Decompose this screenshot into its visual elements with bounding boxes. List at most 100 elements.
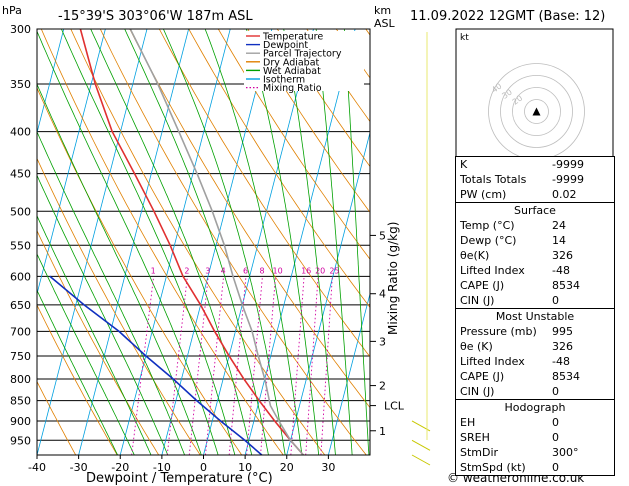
background-grid: 1 2 3 4 6 8 10 16 20 25 [37, 29, 370, 455]
km-tick-label: 2 [379, 380, 386, 393]
dry-adiabat-line [37, 229, 160, 455]
stmspd-label: StmSpd (kt) [460, 461, 526, 474]
mu-thetae-label: θe (K) [460, 340, 493, 353]
dry-adiabat-line [99, 29, 367, 455]
pressure-tick-label: 300 [10, 23, 31, 36]
sreh-label: SREH [460, 431, 490, 444]
table-row: Dewp (°C) 14 [456, 233, 614, 248]
mixing-ratio-line [290, 276, 305, 455]
mixing-ratio-line [320, 276, 333, 455]
surface-cape-value: 8534 [552, 279, 580, 292]
temp-tick-label: 0 [200, 461, 207, 474]
isotherm-line [203, 29, 314, 455]
km-tick-label: 4 [379, 288, 386, 301]
dry-adiabat-line [247, 29, 370, 214]
dry-adiabat-line [188, 29, 370, 309]
pressure-tick-label: 600 [10, 270, 31, 283]
mixing-ratio-line [166, 276, 188, 455]
table-row: Totals Totals -9999 [456, 172, 614, 187]
legend-label: Parcel Trajectory [263, 49, 342, 60]
surface-li-label: Lifted Index [460, 264, 525, 277]
mu-cin-label: CIN (J) [460, 385, 495, 398]
wet-adiabat-line [246, 29, 320, 455]
hodograph-center [535, 110, 538, 113]
pressure-tick-label: 750 [10, 350, 31, 363]
mu-pressure-value: 995 [552, 325, 573, 338]
mixing-ratio-axis-title: Mixing Ratio (g/kg) [386, 222, 400, 335]
km-axis-title: km [374, 4, 391, 17]
hodograph-ring [500, 75, 573, 148]
temp-tick-label: 10 [238, 461, 252, 474]
mu-cin-value: 0 [552, 385, 559, 398]
asl-axis-title: ASL [374, 17, 396, 30]
km-tick-label: 3 [379, 335, 386, 348]
mixing-ratio-line [228, 276, 247, 455]
temp-tick-label: 30 [321, 461, 335, 474]
pressure-tick-label: 900 [10, 415, 31, 428]
temp-tick-label: -20 [111, 461, 129, 474]
surface-dewp-value: 14 [552, 234, 566, 247]
dry-adiabat-line [217, 29, 370, 260]
wet-adiabat-line [343, 29, 370, 455]
mu-cape-label: CAPE (J) [460, 370, 505, 383]
km-tick-label: 5 [379, 229, 386, 242]
pressure-tick-label: 400 [10, 126, 31, 139]
surface-cin-label: CIN (J) [460, 294, 495, 307]
wet-adiabat-line [90, 29, 253, 455]
surface-cin-value: 0 [552, 294, 559, 307]
hodograph-ring [512, 87, 561, 136]
pressure-tick-label: 850 [10, 395, 31, 408]
surface-temp-value: 24 [552, 219, 566, 232]
dry-adiabat-line [37, 87, 243, 455]
mu-li-label: Lifted Index [460, 355, 525, 368]
index-k-value: -9999 [552, 158, 584, 171]
series-temperature [79, 29, 305, 455]
surface-temp-label: Temp (°C) [460, 219, 515, 232]
dry-adiabat-line [70, 29, 326, 455]
mu-thetae-value: 326 [552, 340, 573, 353]
wet-adiabat-line [37, 214, 152, 455]
isotherm-line [37, 29, 106, 296]
totals-totals-value: -9999 [552, 173, 584, 186]
pressure-tick-label: 500 [10, 205, 31, 218]
mixing-ratio-label: 1 [151, 266, 156, 275]
table-row: StmDir 300° [456, 445, 614, 460]
table-row: K -9999 [456, 157, 614, 172]
isotherm-line [37, 29, 65, 135]
legend-label: Mixing Ratio [263, 83, 322, 94]
legend-label: Dewpoint [263, 40, 308, 51]
mixing-ratio-line [246, 276, 263, 455]
pressure-tick-label: 350 [10, 78, 31, 91]
table-row: StmSpd (kt) 0 [456, 460, 614, 475]
dry-adiabat-line [276, 29, 370, 168]
eh-label: EH [460, 416, 476, 429]
dry-adiabat-line [37, 304, 118, 455]
mixing-ratio-label: 20 [315, 266, 325, 275]
legend-label: Dry Adiabat [263, 57, 320, 68]
index-k-label: K [460, 158, 468, 171]
surface-cape-label: CAPE (J) [460, 279, 505, 292]
table-row: θe(K) 326 [456, 248, 614, 263]
mixing-ratio-label: 6 [243, 266, 248, 275]
lcl-label: LCL [384, 400, 405, 413]
datetime-title: 11.09.2022 12GMT (Base: 12) [410, 9, 605, 24]
surface-thetae-value: 326 [552, 249, 573, 262]
mixing-ratio-label: 3 [205, 266, 210, 275]
surface-dewp-label: Dewp (°C) [460, 234, 517, 247]
isotherm-line [37, 29, 148, 455]
pw-label: PW (cm) [460, 188, 507, 201]
legend-label: Temperature [262, 32, 323, 43]
series-parcel-trajectory [129, 29, 305, 455]
dry-adiabat-line [158, 29, 370, 358]
mixing-ratio-label: 2 [184, 266, 189, 275]
hodograph-title: Hodograph [504, 401, 566, 414]
mu-cape-value: 8534 [552, 370, 580, 383]
pressure-tick-label: 950 [10, 434, 31, 447]
wet-adiabat-line [61, 29, 236, 455]
dry-adiabat-line [129, 29, 370, 409]
mu-pressure-label: Pressure (mb) [460, 325, 537, 338]
isotherm-line [244, 29, 356, 455]
wet-adiabat-line [37, 174, 169, 455]
wind-barb [411, 439, 431, 451]
mixing-ratio-line [260, 276, 276, 455]
